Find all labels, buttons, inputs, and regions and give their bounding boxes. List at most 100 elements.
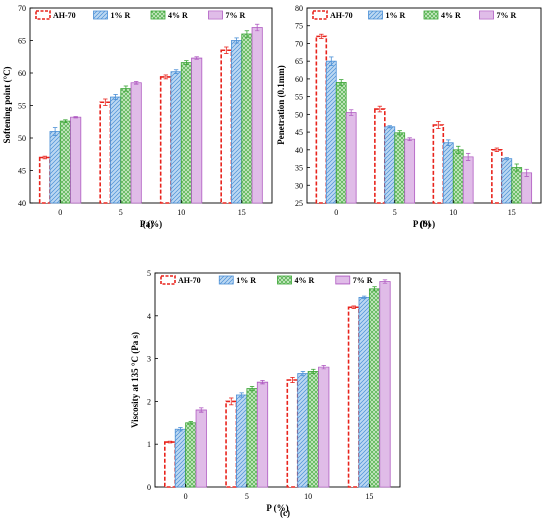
bar-1pct-r-p5: [236, 394, 248, 488]
y-tick-label: 0: [147, 483, 151, 492]
bar-7pct-r-p15: [379, 281, 391, 488]
plot-frame: [306, 7, 542, 204]
legend: AH-70 1% R 4% R 7% R: [35, 10, 246, 20]
x-tick-label: 5: [119, 208, 123, 217]
panel-label: (a): [143, 219, 154, 229]
bar-1pct-r-p15: [231, 40, 243, 204]
error-bar-7pct-r-p15: [254, 23, 260, 32]
legend-label-7pct-r: 7% R: [353, 276, 373, 285]
legend-label-4pct-r: 4% R: [168, 11, 188, 20]
y-tick-label: 1: [147, 440, 151, 449]
error-bar-ah-70-p10: [290, 377, 295, 383]
error-bar-ah-70-p5: [103, 98, 108, 106]
legend-swatch-1pct-r: [218, 275, 234, 285]
y-tick-label: 5: [147, 269, 151, 278]
bar-1pct-r-p10: [170, 71, 182, 204]
y-tick-label: 65: [18, 37, 26, 46]
legend-label-ah-70: AH-70: [330, 11, 353, 20]
bar-4pct-r-p5: [246, 388, 258, 488]
error-bar-1pct-r-p5: [113, 94, 118, 101]
x-tick-label: 15: [508, 208, 516, 217]
error-bar-4pct-r-p0: [188, 421, 194, 425]
bar-7pct-r-p5: [404, 138, 416, 204]
y-tick-label: 45: [18, 167, 26, 176]
bar-7pct-r-p10: [462, 156, 474, 204]
bar-1pct-r-p5: [110, 96, 122, 204]
bar-1pct-r-p0: [49, 131, 61, 204]
y-tick-label: 2: [147, 397, 151, 406]
error-bar-4pct-r-p10: [311, 368, 316, 374]
bar-ah-70-p15: [491, 149, 503, 204]
y-tick-label: 40: [295, 146, 303, 155]
error-bar-1pct-r-p5: [387, 125, 392, 129]
bar-4pct-r-p0: [185, 422, 197, 488]
y-tick-label: 55: [18, 102, 26, 111]
bar-ah-70-p10: [286, 379, 299, 488]
error-bar-1pct-r-p10: [173, 69, 179, 75]
error-bar-7pct-r-p0: [199, 407, 204, 413]
bar-1pct-r-p0: [325, 60, 337, 204]
error-bar-7pct-r-p0: [73, 116, 78, 119]
error-bar-7pct-r-p10: [194, 56, 199, 60]
legend-swatch-7pct-r: [335, 275, 351, 285]
y-axis-label: Viscosity at 135 °C (Pa s): [130, 332, 140, 428]
error-bar-ah-70-p5: [229, 397, 234, 406]
error-bar-1pct-r-p0: [329, 56, 334, 66]
error-bar-4pct-r-p5: [249, 386, 255, 392]
bar-7pct-r-p5: [130, 82, 142, 204]
error-bar-1pct-r-p0: [52, 127, 58, 136]
y-tick-label: 3: [147, 355, 151, 364]
legend-label-1pct-r: 1% R: [236, 276, 256, 285]
bar-4pct-r-p10: [452, 149, 464, 204]
error-bar-7pct-r-p15: [382, 279, 388, 284]
legend-label-4pct-r: 4% R: [295, 276, 315, 285]
legend-label-7pct-r: 7% R: [226, 11, 246, 20]
legend: AH-70 1% R 4% R 7% R: [312, 10, 517, 20]
bar-ah-70-p10: [432, 124, 445, 204]
error-bar-7pct-r-p5: [407, 137, 412, 142]
bar-7pct-r-p10: [318, 366, 330, 488]
legend-swatch-ah-70: [160, 275, 176, 285]
error-bar-1pct-r-p15: [361, 295, 367, 300]
error-bar-4pct-r-p10: [184, 60, 189, 65]
bar-7pct-r-p10: [191, 57, 203, 204]
bar-4pct-r-p0: [335, 82, 347, 204]
error-bar-1pct-r-p10: [446, 139, 451, 146]
error-bar-7pct-r-p10: [321, 365, 326, 370]
error-bar-ah-70-p5: [377, 105, 383, 113]
y-tick-label: 70: [295, 39, 303, 48]
y-tick-label: 55: [295, 93, 303, 102]
y-tick-label: 60: [18, 69, 26, 78]
bar-1pct-r-p10: [297, 373, 309, 488]
x-tick-label: 10: [304, 492, 312, 501]
error-bar-ah-70-p0: [167, 440, 173, 444]
bar-7pct-r-p15: [251, 27, 263, 204]
chart-b: 25 30 35 40 45 50 55 60 65 70 75 80 0 5 10 15 P (%) Penet…: [276, 4, 542, 229]
bar-1pct-r-p15: [358, 296, 370, 488]
bar-7pct-r-p0: [70, 116, 82, 204]
error-bar-4pct-r-p0: [339, 79, 344, 86]
bar-ah-70-p5: [225, 400, 238, 488]
x-tick-label: 10: [177, 208, 185, 217]
legend-label-1pct-r: 1% R: [386, 11, 406, 20]
bar-ah-70-p15: [347, 306, 360, 488]
bar-7pct-r-p5: [256, 381, 269, 488]
x-tick-label: 5: [245, 492, 249, 501]
legend-swatch-4pct-r: [277, 275, 292, 285]
bar-ah-70-p0: [164, 441, 177, 488]
bar-4pct-r-p5: [394, 132, 406, 204]
error-bar-7pct-r-p0: [348, 109, 354, 116]
error-bar-ah-70-p10: [436, 121, 441, 129]
x-tick-label: 5: [393, 208, 397, 217]
panel-label: (c): [280, 508, 290, 518]
error-bar-7pct-r-p5: [133, 81, 139, 85]
legend-label-4pct-r: 4% R: [441, 11, 461, 20]
error-bar-7pct-r-p15: [524, 168, 529, 177]
legend-label-ah-70: AH-70: [178, 276, 201, 285]
legend-swatch-7pct-r: [208, 10, 223, 20]
bar-4pct-r-p15: [511, 167, 523, 204]
y-tick-label: 75: [295, 22, 303, 31]
legend-swatch-4pct-r: [150, 10, 166, 20]
legend-label-7pct-r: 7% R: [497, 11, 517, 20]
